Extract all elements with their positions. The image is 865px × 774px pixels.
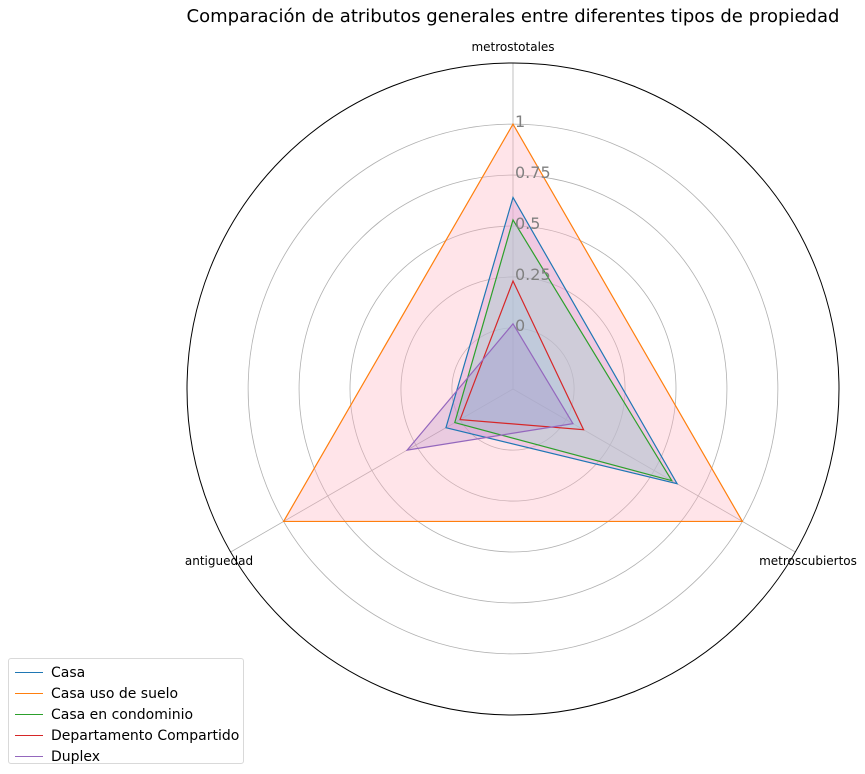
grid-layer: [186, 62, 840, 716]
legend-item: Casa en condominio: [15, 704, 237, 725]
label-layer: 0 0.25 0.5 0.75 1 metrostotales metroscubierto…: [185, 40, 857, 568]
series-line-0: [445, 195, 679, 485]
radial-tick-label-3: 0.75: [515, 163, 551, 182]
legend-swatch: [15, 756, 43, 757]
legend-swatch: [15, 693, 43, 694]
series-fill-2: [454, 219, 672, 481]
axis-label-metroscubiertos: metroscubiertos: [759, 554, 857, 568]
radial-tick-label-2: 0.5: [515, 214, 540, 233]
legend-swatch: [15, 672, 43, 673]
chart-title: Comparación de atributos generales entre…: [187, 6, 840, 27]
legend-item: Casa uso de suelo: [15, 683, 237, 704]
legend-label: Departamento Compartido: [51, 727, 240, 744]
radial-tick-label-1: 0.25: [515, 265, 551, 284]
spoke-2: [230, 388, 514, 553]
legend-label: Casa en condominio: [51, 706, 194, 723]
legend-swatch: [15, 735, 43, 736]
legend-label: Casa uso de suelo: [51, 685, 179, 702]
series-fill-3: [460, 281, 584, 430]
legend: Casa Casa uso de suelo Casa en condominio D…: [8, 658, 244, 767]
legend-item: Casa: [15, 662, 237, 683]
series-line-1: [282, 122, 744, 523]
series-layer: [282, 122, 744, 523]
series-line-4: [405, 322, 574, 451]
legend-label: Casa: [51, 664, 86, 681]
series-fill-1: [283, 124, 743, 522]
series-fill-0: [445, 197, 678, 484]
legend-swatch: [15, 714, 43, 715]
legend-label: Duplex: [51, 748, 101, 765]
legend-item: Duplex: [15, 746, 237, 767]
spoke-1: [512, 388, 796, 553]
outer-frame: [186, 62, 840, 716]
axis-label-metrostotales: metrostotales: [471, 40, 554, 54]
axis-label-antiguedad: antiguedad: [185, 554, 253, 568]
series-line-3: [459, 279, 585, 431]
radial-tick-label-0: 0: [515, 316, 525, 335]
legend-item: Departamento Compartido: [15, 725, 240, 746]
radial-tick-label-4: 1: [515, 112, 525, 131]
series-line-2: [454, 218, 674, 482]
